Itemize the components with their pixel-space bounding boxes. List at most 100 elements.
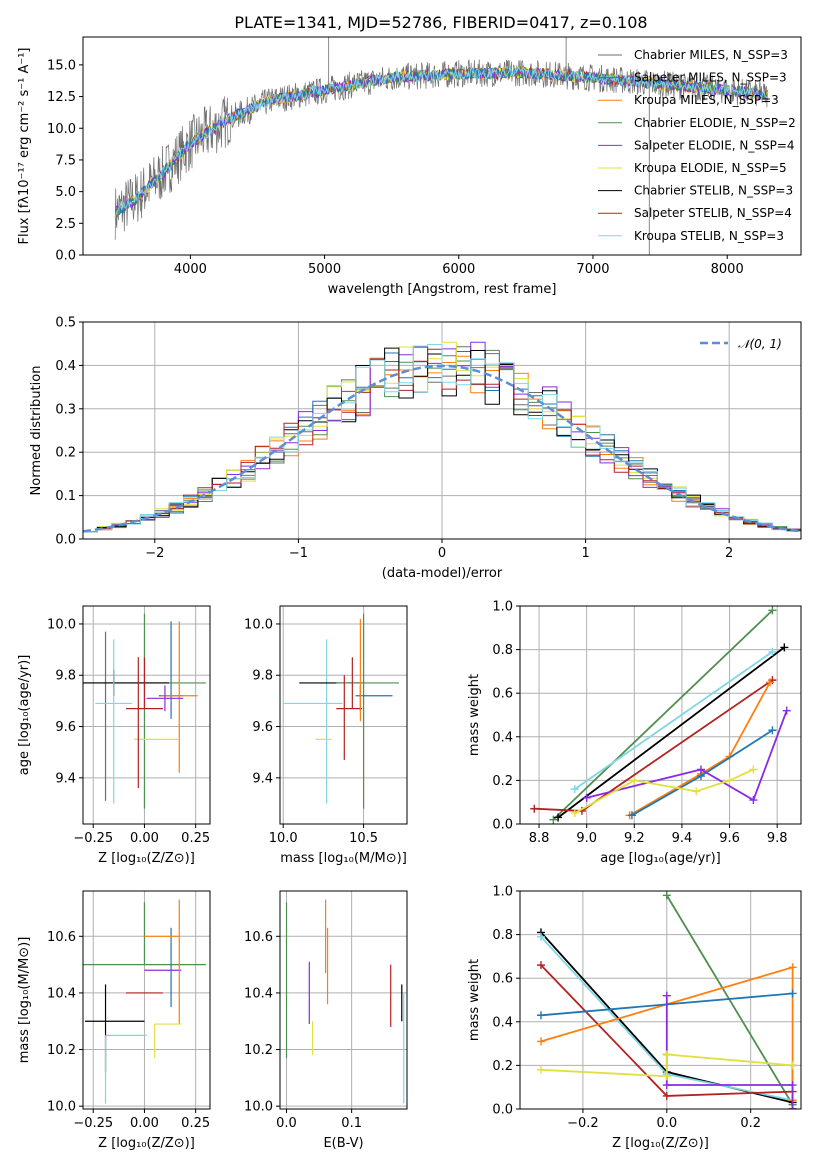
x-axis-label: E(B-V) — [323, 1136, 363, 1151]
y-tick-label: 10.2 — [244, 1043, 273, 1058]
x-tick-label: −2 — [145, 546, 164, 561]
x-axis-label: Z [log₁₀(Z/Z⊙)] — [98, 1136, 195, 1151]
plus-marker-se — [782, 706, 791, 715]
y-tick-label: 10.0 — [47, 122, 76, 137]
x-tick-label: 0.00 — [130, 831, 159, 846]
y-tick-label: 0.6 — [492, 687, 513, 702]
y-tick-label: 10.0 — [47, 617, 76, 632]
y-tick-label: 0.4 — [492, 1015, 513, 1030]
y-tick-label: 10.2 — [47, 1043, 76, 1058]
plot-area-mass_vs_EBV — [285, 899, 405, 1104]
y-axis-label: Flux [fλ10⁻¹⁷ erg cm⁻² s⁻¹ A⁻¹] — [17, 48, 32, 245]
panel-residuals: −2 −1 0 1 2 0.0 0.1 0.2 0.3 0.4 0.5 (data-model)/er… — [29, 316, 802, 581]
x-tick-label: 7000 — [576, 262, 609, 277]
weight-line-ce — [666, 894, 794, 1106]
y-tick-label: 9.8 — [252, 669, 273, 684]
x-tick-label: 9.4 — [672, 831, 693, 846]
frame-spectrum: 4000 5000 6000 7000 8000 0.0 2.5 5.0 7.5 10.0 12.5… — [17, 36, 802, 297]
plot-area-weight_vs_age — [530, 606, 791, 824]
y-axis-label: age [log₁₀(age/yr)] — [17, 655, 32, 776]
legend-entry: Salpeter MILES, N_SSP=3 — [634, 71, 787, 85]
y-tick-label: 10.6 — [47, 930, 76, 945]
plus-marker-ke — [749, 765, 758, 774]
y-tick-label: 9.4 — [55, 771, 76, 786]
plot-area-weight_vs_Z — [536, 891, 797, 1109]
y-tick-label: 0.0 — [55, 249, 76, 264]
plus-marker-ke — [725, 776, 734, 785]
plus-marker-ss — [662, 1091, 671, 1100]
plot-area-age_vs_Z — [83, 613, 206, 809]
plus-marker-sm — [788, 989, 797, 998]
y-tick-label: 5.0 — [55, 185, 76, 200]
plus-marker-se — [749, 796, 758, 805]
panel-weight_vs_age: 8.8 9.0 9.2 9.4 9.6 9.8 0.0 0.2 0.4 0.6 0.8 1.0 age … — [467, 600, 802, 866]
plus-marker-se — [788, 1081, 797, 1090]
x-tick-label: 0.25 — [181, 831, 210, 846]
x-tick-label: 4000 — [174, 262, 207, 277]
y-tick-label: 0.6 — [492, 972, 513, 987]
y-tick-label: 0.4 — [492, 730, 513, 745]
plus-marker-km — [788, 963, 797, 972]
plus-marker-ss — [530, 804, 539, 813]
plus-marker-se — [662, 1081, 671, 1090]
x-axis-label: Z [log₁₀(Z/Z⊙)] — [98, 851, 195, 866]
legend-entry: Chabrier MILES, N_SSP=3 — [634, 48, 788, 62]
plus-marker-ke — [662, 1050, 671, 1059]
frame-mass_vs_Z: −0.25 0.00 0.25 10.0 10.2 10.4 10.6 Z [log₁₀(Z/… — [17, 890, 211, 1151]
spectrum-legend: Chabrier MILES, N_SSP=3 Salpeter MILES, N… — [598, 48, 796, 243]
y-tick-label: 2.5 — [55, 217, 76, 232]
panel-mass_vs_EBV: 0.0 0.1 10.0 10.2 10.4 10.6 E(B-V) — [244, 890, 408, 1151]
plus-marker-se — [788, 1105, 797, 1109]
frame-weight_vs_Z: −0.2 0.0 0.2 0.0 0.2 0.4 0.6 0.8 1.0 Z [log₁₀(Z/Z… — [467, 885, 802, 1151]
x-axis-label: Z [log₁₀(Z/Z⊙)] — [612, 1136, 709, 1151]
x-tick-label: −0.2 — [567, 1116, 599, 1131]
y-tick-label: 0.5 — [55, 316, 76, 331]
y-tick-label: 10.6 — [244, 930, 273, 945]
x-axis-label: mass [log₁₀(M/M⊙)] — [280, 851, 407, 866]
plus-marker-ke — [630, 776, 639, 785]
y-tick-label: 0.1 — [55, 489, 76, 504]
plot-area-residuals — [83, 341, 801, 533]
legend-entry: Kroupa MILES, N_SSP=3 — [634, 93, 779, 107]
panel-spectrum: 4000 5000 6000 7000 8000 0.0 2.5 5.0 7.5 10.0 12.5… — [17, 36, 802, 297]
frame-weight_vs_age: 8.8 9.0 9.2 9.4 9.6 9.8 0.0 0.2 0.4 0.6 0.8 1.0 age … — [467, 600, 802, 866]
x-tick-label: 0 — [438, 546, 446, 561]
x-axis-label: wavelength [Angstrom, rest frame] — [328, 282, 557, 297]
x-tick-label: 0.0 — [656, 1116, 677, 1131]
plus-marker-se — [696, 765, 705, 774]
axes-frame — [82, 890, 211, 1110]
frame-residuals: −2 −1 0 1 2 0.0 0.1 0.2 0.3 0.4 0.5 (data-model)/er… — [29, 316, 802, 581]
axes-frame — [519, 605, 802, 825]
plot-area-age_vs_mass — [283, 613, 399, 809]
x-tick-label: −0.25 — [73, 831, 113, 846]
x-tick-label: 0.25 — [181, 1116, 210, 1131]
plus-marker-ks — [536, 932, 545, 941]
frame-mass_vs_EBV: 0.0 0.1 10.0 10.2 10.4 10.6 E(B-V) — [244, 890, 408, 1151]
legend-entry: Kroupa STELIB, N_SSP=3 — [634, 229, 784, 243]
figure-title: PLATE=1341, MJD=52786, FIBERID=0417, z=0… — [234, 13, 647, 32]
x-tick-label: 5000 — [308, 262, 341, 277]
x-tick-label: 0.1 — [341, 1116, 362, 1131]
plus-marker-ce — [549, 815, 558, 824]
panel-weight_vs_Z: −0.2 0.0 0.2 0.0 0.2 0.4 0.6 0.8 1.0 Z [log₁₀(Z/Z… — [467, 885, 802, 1151]
axes-frame — [82, 605, 211, 825]
plot-layer: 4000 5000 6000 7000 80000.02.55.07.510.012.5… — [17, 36, 802, 1151]
panel-mass_vs_Z: −0.25 0.00 0.25 10.0 10.2 10.4 10.6 Z [log₁₀(Z/… — [17, 890, 211, 1151]
plus-marker-ke — [536, 1065, 545, 1074]
x-tick-label: 0.0 — [276, 1116, 297, 1131]
y-tick-label: 9.4 — [252, 771, 273, 786]
x-axis-label: (data-model)/error — [382, 566, 503, 581]
x-tick-label: 6000 — [442, 262, 475, 277]
plus-marker-ce — [768, 606, 777, 615]
y-tick-label: 10.0 — [47, 1100, 76, 1115]
x-tick-label: 1 — [581, 546, 589, 561]
plus-marker-ke — [788, 1061, 797, 1070]
x-tick-label: 8000 — [711, 262, 744, 277]
panel-age_vs_Z: −0.25 0.00 0.25 9.4 9.6 9.8 10.0 Z [log₁₀(Z/Z⊙)… — [17, 605, 211, 866]
x-tick-label: 10.5 — [349, 831, 378, 846]
x-tick-label: 10.0 — [269, 831, 298, 846]
panel-age_vs_mass: 10.0 10.5 9.4 9.6 9.8 10.0 mass [log₁₀(M/M⊙)] — [244, 605, 408, 866]
y-tick-label: 0.0 — [492, 1103, 513, 1118]
plus-marker-ks — [768, 647, 777, 656]
y-tick-label: 12.5 — [47, 90, 76, 105]
